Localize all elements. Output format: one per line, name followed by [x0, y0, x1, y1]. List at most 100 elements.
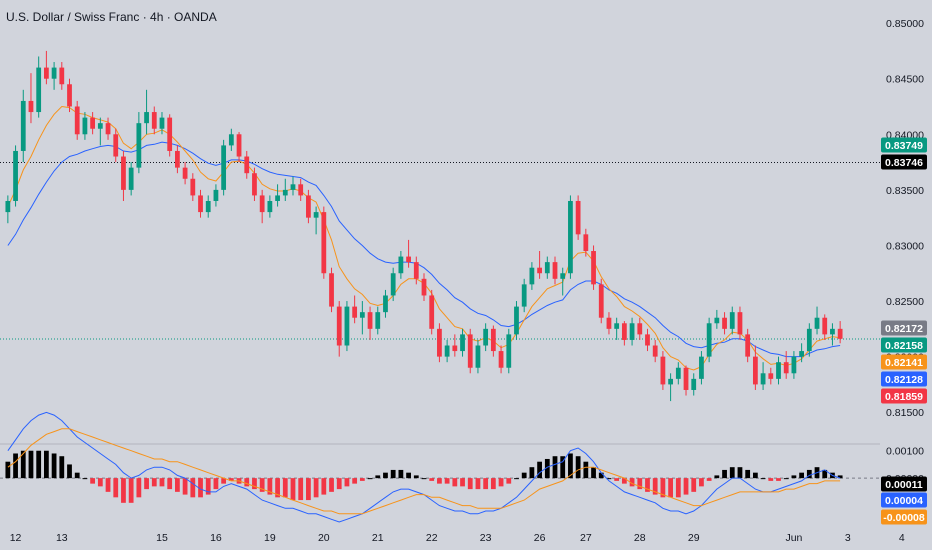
- macd-histogram-bar: [806, 469, 812, 479]
- candle-body: [668, 378, 673, 385]
- candle: [830, 323, 835, 346]
- candle: [298, 178, 304, 201]
- candle-body: [490, 328, 496, 352]
- macd-histogram-bar: [776, 478, 781, 481]
- candle-body: [90, 117, 96, 129]
- candle-body: [776, 362, 781, 379]
- candle-body: [722, 317, 727, 329]
- candle-body: [82, 117, 88, 135]
- macd-tag-bg: [881, 476, 927, 492]
- ema-slow-line: [7, 141, 841, 358]
- macd-histogram-bar: [675, 478, 681, 498]
- macd-histogram-bar: [421, 478, 427, 480]
- candle: [359, 301, 365, 335]
- candle-body: [329, 273, 334, 307]
- macd-histogram-bar: [521, 472, 527, 479]
- candle-body: [406, 256, 411, 263]
- price-axis: 0.850000.845000.840000.835000.830000.825…: [886, 18, 924, 485]
- macd-tag: 0.00011: [885, 479, 923, 491]
- candle-body: [20, 100, 26, 151]
- candle: [352, 295, 358, 324]
- candle-body: [598, 284, 604, 318]
- candle-body: [182, 167, 188, 179]
- macd-histogram-bar: [437, 478, 442, 484]
- candle-body: [606, 317, 612, 329]
- candle-body: [282, 189, 288, 196]
- candle: [675, 362, 681, 385]
- candle: [791, 351, 797, 379]
- candle: [529, 262, 535, 290]
- time-axis-label: 28: [634, 532, 646, 544]
- macd-histogram-bar: [406, 472, 411, 479]
- macd-histogram-bar: [660, 478, 666, 498]
- macd-histogram-bar: [306, 478, 311, 501]
- candle: [521, 278, 527, 313]
- price-tag-bg: [881, 337, 927, 353]
- macd-histogram-bar: [583, 461, 589, 479]
- candle-body: [822, 317, 828, 335]
- macd-histogram-bar: [182, 478, 188, 495]
- macd-histogram-bar: [645, 478, 650, 492]
- candle-body: [645, 334, 650, 346]
- candle: [306, 189, 311, 224]
- candle-body: [390, 273, 396, 296]
- candle-body: [275, 195, 280, 201]
- macd-histogram-bar: [591, 467, 596, 479]
- candle-body: [421, 278, 427, 296]
- macd-histogram-bar: [668, 478, 673, 498]
- price-tag-bg: [881, 354, 927, 370]
- candle-body: [128, 167, 134, 190]
- candle-body: [506, 334, 512, 368]
- macd-histogram-bar: [375, 475, 381, 479]
- price-axis-label: 0.84500: [886, 74, 924, 86]
- candle: [236, 132, 242, 163]
- candle-body: [799, 351, 805, 357]
- candle: [645, 328, 650, 352]
- candle: [668, 373, 673, 402]
- candle: [760, 362, 766, 390]
- price-tag-bg: [881, 154, 927, 170]
- macd-histogram-bar: [97, 478, 103, 487]
- macd-histogram-bar: [43, 450, 49, 479]
- price-axis-label: 0.81500: [886, 407, 924, 419]
- candle: [598, 278, 604, 324]
- candle-body: [437, 328, 442, 357]
- candle-body: [444, 345, 450, 357]
- candle: [90, 112, 96, 135]
- macd-tag: 0.00004: [885, 495, 923, 507]
- macd-histogram-bar: [452, 478, 458, 487]
- candle: [74, 100, 80, 140]
- candle: [43, 50, 49, 85]
- candle: [336, 301, 342, 357]
- candle-body: [252, 173, 257, 196]
- time-axis: 12131516192021222326272829Jun34567910: [10, 532, 905, 544]
- macd-histogram-bar: [429, 478, 435, 481]
- macd-pane: [0, 411, 880, 523]
- macd-histogram-bar: [483, 478, 489, 490]
- candle-body: [28, 100, 34, 113]
- candle-body: [121, 156, 126, 190]
- candle-body: [429, 295, 435, 329]
- ema-fast-line: [7, 105, 841, 371]
- time-axis-label: 20: [318, 532, 330, 544]
- candle-body: [13, 150, 18, 201]
- candle: [128, 162, 134, 196]
- candle-body: [175, 150, 180, 168]
- candle-body: [699, 356, 704, 379]
- macd-histogram-bar: [706, 478, 712, 481]
- macd-histogram-bar: [367, 478, 373, 480]
- macd-histogram-bar: [598, 472, 604, 479]
- macd-histogram-bar: [321, 478, 327, 495]
- macd-histogram-bar: [13, 453, 18, 479]
- price-tag-bg: [881, 388, 927, 404]
- candle: [506, 328, 512, 374]
- candle-body: [791, 356, 797, 374]
- candle: [814, 306, 820, 335]
- macd-histogram-bar: [344, 478, 350, 487]
- candle: [321, 206, 327, 279]
- candle: [82, 112, 88, 140]
- macd-histogram-bar: [544, 458, 550, 479]
- macd-histogram-bar: [752, 472, 758, 479]
- candle-body: [706, 323, 712, 357]
